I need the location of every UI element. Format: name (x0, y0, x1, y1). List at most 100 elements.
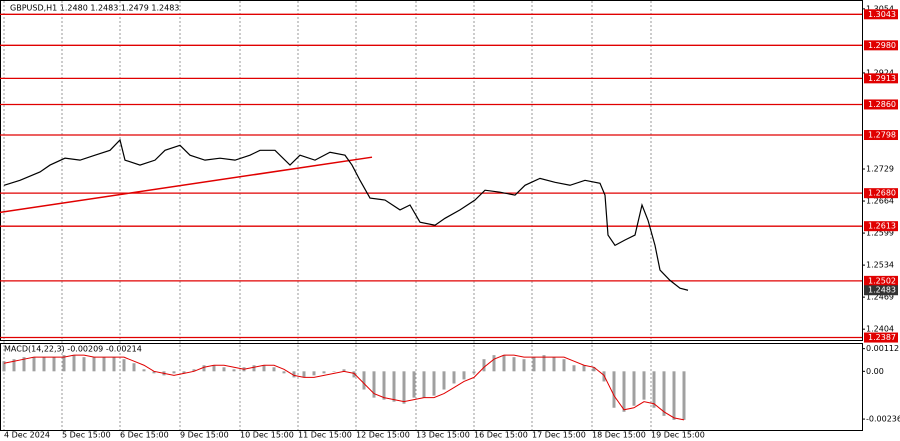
macd-title: MACD(14,22,3) -0.00209 -0.00214 (4, 345, 142, 354)
x-tick-label: 13 Dec 15:00 (416, 431, 470, 440)
macd-bar (102, 357, 106, 372)
y-tick-label: 1.2469 (866, 293, 894, 302)
macd-panel (0, 343, 863, 431)
macd-bar (582, 365, 586, 372)
level-label-box (864, 188, 898, 199)
macd-bar (22, 357, 26, 372)
macd-bar (432, 371, 436, 396)
macd-bar (662, 371, 666, 416)
macd-bar (272, 367, 276, 372)
macd-bar (92, 357, 96, 372)
level-label: 1.3043 (868, 10, 896, 19)
x-tick-label: 6 Dec 15:00 (120, 431, 169, 440)
macd-bar (592, 367, 596, 372)
macd-bar (522, 359, 526, 372)
x-tick-label: 19 Dec 15:00 (651, 431, 705, 440)
level-label-box (864, 99, 898, 110)
level-label: 1.2860 (868, 100, 896, 109)
macd-bar (182, 371, 186, 374)
macd-bar (222, 367, 226, 372)
macd-bar (52, 357, 56, 372)
signal-line (3, 354, 685, 421)
macd-bar (462, 371, 466, 380)
price-line (3, 138, 689, 291)
level-label-box (864, 130, 898, 141)
macd-bar (422, 371, 426, 398)
macd-bar (372, 371, 376, 398)
level-label: 1.2387 (868, 333, 896, 342)
y-tick-label: 0.00112 (866, 344, 899, 353)
macd-bar (412, 371, 416, 398)
macd-bar (322, 371, 326, 374)
y-tick-label: 1.2599 (866, 229, 894, 238)
macd-bar (402, 371, 406, 404)
macd-bar (252, 365, 256, 372)
x-tick-label: 4 Dec 2024 (4, 431, 50, 440)
y-tick-label: 0.00 (866, 367, 884, 376)
y-tick-label: 1.3054 (866, 4, 894, 13)
y-tick-label: 1.2924 (866, 68, 894, 77)
macd-bar (212, 365, 216, 372)
macd-bar (262, 365, 266, 372)
macd-bar (492, 355, 496, 372)
trend-line (0, 156, 373, 214)
macd-bar (342, 369, 346, 372)
y-tick-label: -0.00236 (866, 415, 900, 424)
level-label-box (864, 275, 898, 286)
macd-bar (142, 369, 146, 372)
y-tick-label: 1.2404 (866, 325, 894, 334)
level-label-box (864, 332, 898, 343)
macd-bar (82, 357, 86, 372)
y-tick-label: 1.2534 (866, 261, 894, 270)
level-label-box (864, 221, 898, 232)
macd-bar (542, 355, 546, 372)
macd-bar (442, 371, 446, 390)
macd-bar (12, 359, 16, 372)
macd-bar (2, 361, 6, 372)
level-label: 1.2680 (868, 189, 896, 198)
macd-bar (642, 371, 646, 400)
macd-bar (232, 369, 236, 372)
macd-bar (682, 371, 686, 420)
macd-bar (452, 371, 456, 384)
last-price-box (864, 285, 898, 296)
x-tick-label: 5 Dec 15:00 (62, 431, 111, 440)
level-label-box (864, 40, 898, 51)
macd-bar (312, 371, 316, 376)
macd-bar (72, 355, 76, 372)
macd-bar (482, 359, 486, 372)
macd-bar (122, 359, 126, 372)
macd-bar (622, 371, 626, 412)
level-label-box (864, 9, 898, 20)
x-tick-label: 11 Dec 15:00 (298, 431, 352, 440)
macd-bar (382, 371, 386, 400)
macd-bar (32, 357, 36, 372)
level-label: 1.2798 (868, 131, 896, 140)
macd-bar (302, 371, 306, 378)
level-label: 1.2502 (868, 276, 896, 285)
macd-bar (512, 357, 516, 372)
macd-bar (112, 357, 116, 372)
macd-bar (192, 369, 196, 372)
macd-bar (652, 371, 656, 408)
y-tick-label: 1.2664 (866, 197, 894, 206)
macd-bar (672, 371, 676, 420)
macd-bar (282, 371, 286, 374)
macd-bar (332, 371, 336, 372)
x-tick-label: 17 Dec 15:00 (532, 431, 586, 440)
macd-bar (472, 371, 476, 374)
level-label: 1.2980 (868, 41, 896, 50)
macd-bar (152, 371, 156, 374)
level-label: 1.2613 (868, 222, 896, 231)
macd-bar (362, 371, 366, 390)
macd-bar (172, 371, 176, 374)
macd-bar (42, 357, 46, 372)
x-tick-label: 18 Dec 15:00 (592, 431, 646, 440)
price-panel (0, 0, 863, 341)
macd-bar (62, 355, 66, 372)
macd-bar (632, 371, 636, 406)
macd-bar (612, 371, 616, 408)
